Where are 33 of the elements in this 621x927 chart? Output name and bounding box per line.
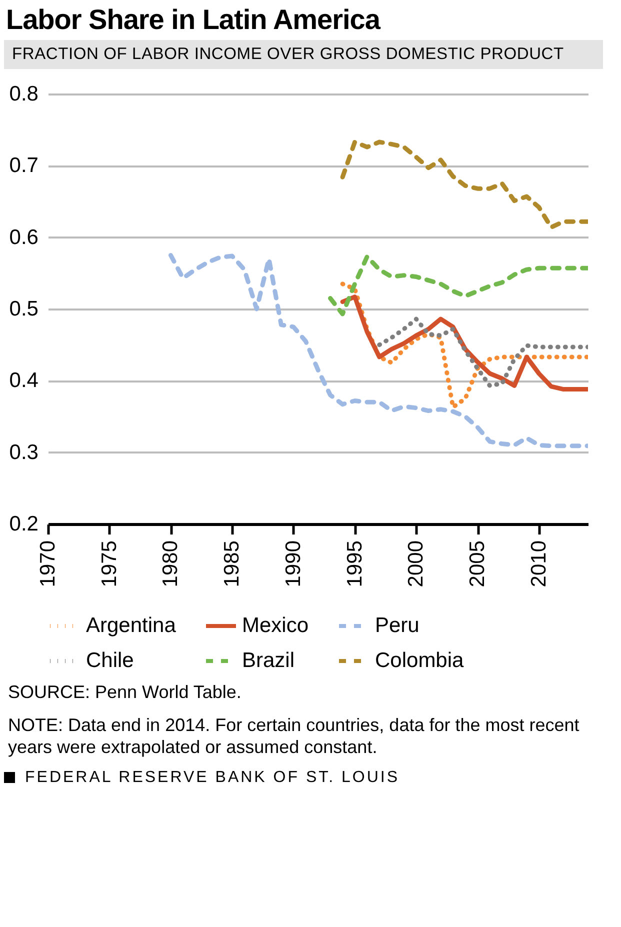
line-series	[328, 254, 588, 316]
legend-label: Chile	[86, 649, 134, 672]
legend-label: Brazil	[242, 649, 295, 672]
chart-subtitle: FRACTION OF LABOR INCOME OVER GROSS DOMESTIC PRODUCT	[4, 40, 603, 69]
y-tick-label: 0.7	[9, 154, 38, 178]
x-tick-label: 2000	[404, 540, 428, 588]
x-tick-label: 1985	[220, 540, 244, 588]
text: FEDERAL RESERVE BANK OF ST. LOUIS	[25, 768, 400, 786]
line-series	[340, 140, 588, 230]
y-tick-label: 0.2	[9, 512, 38, 536]
x-tick-label: 1970	[36, 540, 60, 588]
legend-label: Peru	[375, 614, 420, 637]
y-tick-label: 0.3	[9, 440, 38, 464]
x-tick-label: 2010	[527, 540, 550, 588]
chart-title: Labor Share in Latin America	[6, 4, 382, 36]
line-series	[377, 316, 588, 388]
y-tick-label: 0.4	[9, 369, 39, 392]
y-tick-label: 0.5	[9, 298, 38, 320]
legend-label: Mexico	[242, 614, 309, 637]
x-tick-label: 2005	[466, 540, 490, 588]
y-tick-label: 0.6	[9, 226, 38, 249]
x-tick-label: 1980	[159, 540, 182, 588]
legend-label: Colombia	[375, 649, 464, 672]
line-series	[340, 294, 588, 392]
source-note: SOURCE: Penn World Table.	[8, 681, 242, 704]
x-tick-label: 1975	[98, 540, 121, 588]
text: NOTE: Data end in 2014. For certain countries, data for the most recent years were extrapolated or assumed constant.	[8, 714, 580, 758]
legend-label: Argentina	[86, 614, 176, 637]
line-series	[168, 253, 588, 448]
line-series	[340, 282, 588, 410]
y-tick-label: 0.8	[9, 82, 38, 106]
x-tick-label: 1995	[343, 540, 366, 588]
x-tick-label: 1990	[282, 540, 305, 588]
